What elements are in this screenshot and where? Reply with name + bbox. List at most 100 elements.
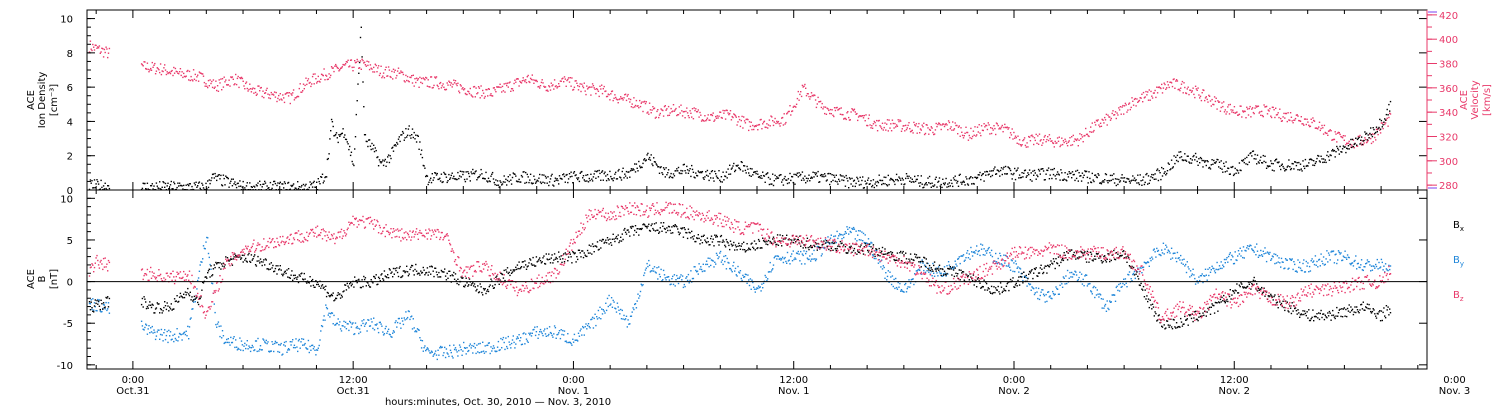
data-point bbox=[771, 183, 773, 185]
data-point bbox=[1056, 287, 1058, 290]
data-point bbox=[410, 137, 412, 139]
data-point bbox=[682, 286, 685, 289]
data-point bbox=[203, 81, 206, 84]
data-point bbox=[1183, 159, 1185, 161]
data-point bbox=[734, 114, 736, 116]
data-point bbox=[970, 176, 972, 178]
data-point bbox=[306, 83, 308, 86]
data-point bbox=[479, 174, 481, 176]
data-point bbox=[879, 125, 881, 127]
data-point bbox=[759, 286, 761, 288]
data-point bbox=[1268, 165, 1270, 167]
data-point bbox=[1318, 126, 1320, 128]
data-point bbox=[351, 323, 353, 325]
data-point bbox=[830, 113, 832, 115]
data-point bbox=[1269, 251, 1271, 254]
data-point bbox=[1080, 180, 1083, 182]
data-point bbox=[264, 182, 267, 184]
data-point bbox=[492, 345, 495, 347]
data-point bbox=[1319, 129, 1321, 132]
data-point bbox=[1131, 179, 1133, 181]
data-point bbox=[1175, 79, 1178, 81]
data-point bbox=[293, 99, 296, 101]
data-point bbox=[850, 231, 852, 234]
data-point bbox=[1012, 173, 1014, 176]
data-point bbox=[93, 179, 96, 181]
data-point bbox=[522, 171, 524, 173]
data-point bbox=[530, 182, 533, 184]
data-point bbox=[94, 299, 96, 301]
data-point bbox=[1261, 162, 1264, 164]
data-point bbox=[690, 270, 692, 272]
data-point bbox=[1121, 106, 1123, 108]
data-point bbox=[1303, 165, 1305, 167]
data-point bbox=[960, 255, 962, 257]
data-point bbox=[884, 183, 886, 185]
data-point bbox=[257, 85, 259, 87]
data-point bbox=[694, 109, 696, 112]
data-point bbox=[635, 307, 638, 309]
data-point bbox=[777, 255, 780, 258]
data-point bbox=[385, 165, 387, 167]
data-point bbox=[249, 346, 251, 349]
data-point bbox=[1301, 123, 1303, 125]
data-point bbox=[750, 288, 752, 290]
velocity-axis-label-line3: [km/s] bbox=[1482, 84, 1493, 116]
data-point bbox=[475, 352, 477, 355]
data-point bbox=[673, 274, 676, 276]
data-point bbox=[421, 156, 424, 159]
data-point bbox=[725, 109, 728, 111]
data-point bbox=[615, 98, 618, 100]
data-point bbox=[776, 120, 778, 123]
data-point bbox=[854, 185, 856, 188]
data-point bbox=[1181, 80, 1184, 83]
data-point bbox=[783, 258, 785, 260]
data-point bbox=[945, 123, 947, 125]
data-point bbox=[426, 85, 429, 87]
data-point bbox=[292, 339, 294, 341]
data-point bbox=[1161, 166, 1163, 169]
data-point bbox=[1264, 106, 1266, 108]
data-point bbox=[647, 111, 649, 113]
data-point bbox=[1102, 119, 1104, 121]
data-point bbox=[1116, 285, 1118, 287]
data-point bbox=[220, 268, 222, 270]
data-point bbox=[1271, 106, 1274, 108]
data-point bbox=[255, 265, 258, 267]
data-point bbox=[860, 183, 862, 186]
data-point bbox=[736, 124, 738, 126]
data-point bbox=[1047, 167, 1050, 169]
data-point bbox=[1271, 169, 1274, 171]
data-point bbox=[1117, 289, 1119, 292]
data-point bbox=[200, 261, 202, 263]
data-point bbox=[663, 168, 666, 171]
data-point bbox=[1324, 263, 1326, 266]
data-point bbox=[1327, 155, 1330, 158]
data-point bbox=[871, 184, 874, 187]
data-point bbox=[1252, 111, 1255, 114]
data-point bbox=[438, 178, 440, 180]
data-point bbox=[451, 86, 453, 88]
data-point bbox=[201, 289, 203, 291]
data-point bbox=[99, 308, 101, 311]
data-point bbox=[494, 89, 496, 91]
data-point bbox=[327, 78, 329, 80]
data-point bbox=[938, 122, 940, 124]
data-point bbox=[1307, 165, 1309, 167]
data-point bbox=[104, 182, 106, 184]
data-point bbox=[469, 180, 471, 182]
data-point bbox=[144, 182, 146, 185]
data-point bbox=[1354, 143, 1356, 145]
data-point bbox=[832, 114, 834, 116]
data-point bbox=[506, 184, 508, 186]
data-point bbox=[898, 176, 900, 178]
data-point bbox=[364, 64, 367, 66]
data-point bbox=[1333, 149, 1336, 152]
data-point bbox=[573, 333, 576, 336]
data-point bbox=[1097, 293, 1099, 295]
data-point bbox=[387, 66, 390, 68]
data-point bbox=[147, 68, 149, 71]
data-point bbox=[955, 124, 957, 127]
data-point bbox=[590, 318, 592, 321]
data-point bbox=[1373, 133, 1375, 136]
